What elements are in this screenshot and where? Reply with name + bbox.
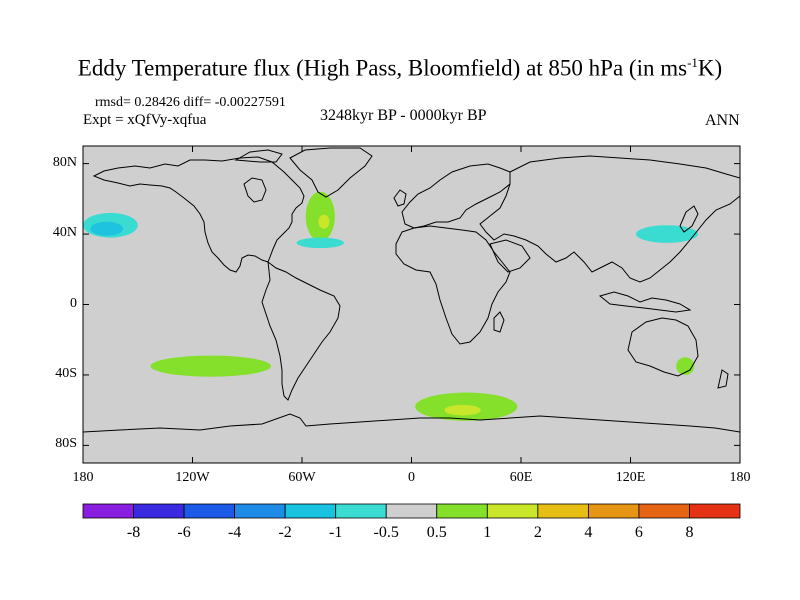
coast-uk (393, 189, 407, 207)
coast-hudson-bay (243, 177, 267, 203)
colorbar-box (335, 503, 387, 519)
lon-label: 180 (729, 470, 751, 485)
colorbar-label: -0.5 (373, 524, 399, 541)
colorbar-box (436, 503, 488, 519)
colorbar-label: 0.5 (426, 524, 447, 541)
plot-title: Eddy Temperature flux (High Pass, Bloomf… (0, 55, 800, 82)
colorbar-box (82, 503, 134, 519)
lon-ticks (82, 146, 741, 463)
colorbar-box (183, 503, 236, 519)
coast-north-america (92, 156, 305, 273)
colorbar-box (486, 503, 539, 519)
coast-asia (479, 155, 740, 283)
coastlines (83, 147, 740, 433)
coast-madagascar (493, 311, 505, 333)
colorbar-box (284, 503, 337, 519)
colorbar-box (537, 503, 589, 519)
colorbar-label: 2 (533, 524, 542, 541)
lat-label: 0 (70, 295, 77, 311)
colorbar-label: 4 (584, 524, 593, 541)
colorbar-box (385, 503, 438, 519)
period-label: 3248kyr BP - 0000kyr BP (320, 107, 487, 124)
colorbar-label: -6 (177, 524, 191, 541)
region-south-atlantic-yellow (444, 404, 481, 416)
colorbar-box (234, 503, 286, 519)
region-labrador-yellow (318, 214, 330, 229)
coast-greenland (289, 147, 373, 198)
colorbar-box (689, 503, 741, 519)
region-north-atlantic-cyan (296, 237, 344, 249)
lon-label: 120W (175, 470, 210, 485)
lon-label: 180 (72, 470, 94, 485)
lat-label: 80S (55, 436, 77, 452)
lon-label: 0 (408, 470, 415, 485)
coast-indonesia (598, 291, 692, 313)
colorbar-label: -8 (126, 524, 141, 541)
lon-label: 120E (615, 470, 646, 485)
lon-label: 60E (509, 470, 533, 485)
colorbar-label: -2 (278, 524, 292, 541)
stats-label: rmsd= 0.28426 diff= -0.00227591 (95, 95, 286, 110)
coast-australia (627, 317, 699, 377)
title-prefix: Eddy Temperature flux (High Pass, Bloomf… (77, 55, 688, 81)
coast-south-america (261, 260, 341, 401)
title-suffix: K) (697, 55, 723, 81)
colorbar (82, 503, 741, 519)
colorbar-label: -4 (227, 524, 242, 541)
colorbar-label: 6 (634, 524, 643, 541)
map-background (83, 146, 740, 463)
coast-japan (679, 205, 699, 233)
season-label: ANN (705, 112, 740, 129)
coast-arctic-islands (234, 149, 283, 163)
coast-arabia (489, 239, 531, 273)
coast-africa (395, 225, 511, 345)
lon-label: 60W (288, 470, 316, 485)
experiment-label: Expt = xQfVy-xqfua (83, 112, 207, 128)
colorbar-label: 8 (685, 524, 694, 541)
colorbar-box (638, 503, 690, 519)
region-south-pacific-green (150, 355, 271, 377)
region-north-pacific-core (90, 221, 124, 236)
colorbar-box (587, 503, 640, 519)
title-exponent: -1 (687, 55, 698, 70)
coast-new-zealand (717, 369, 729, 389)
region-labrador-green (305, 191, 335, 242)
lat-label: 80N (52, 154, 77, 170)
lat-label: 40N (52, 225, 77, 241)
colorbar-label: -1 (329, 524, 343, 541)
colorbar-label: 1 (483, 524, 492, 541)
colorbar-box (133, 503, 185, 519)
lat-ticks (83, 163, 740, 446)
coast-antarctica (83, 413, 740, 433)
lat-label: 40S (55, 365, 77, 381)
